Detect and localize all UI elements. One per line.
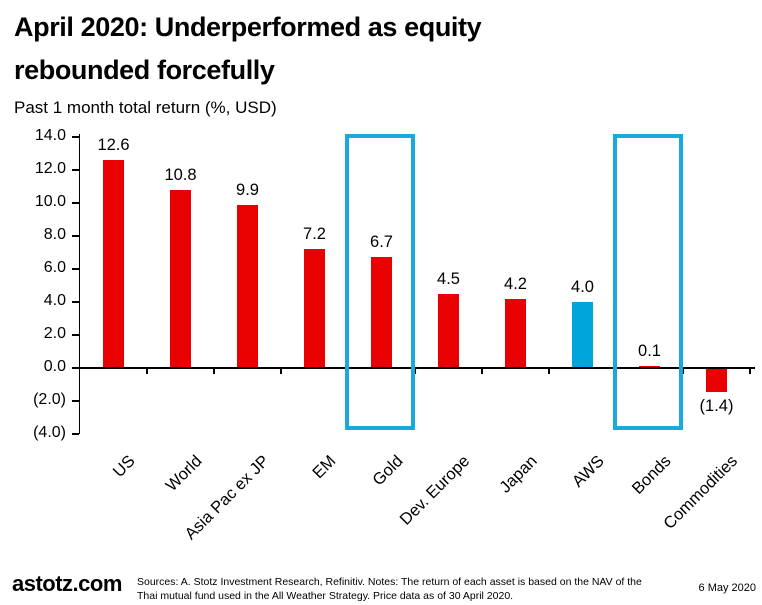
value-label-bonds: 0.1: [638, 342, 661, 361]
y-axis-tick-label: 10.0: [34, 193, 66, 210]
x-axis-tick: [481, 368, 483, 374]
value-label-gold: 6.7: [370, 233, 393, 252]
x-axis-line: [80, 367, 755, 369]
value-label-em: 7.2: [303, 225, 326, 244]
highlight-box-gold: [344, 134, 415, 430]
y-axis-tick-label: (4.0): [33, 424, 66, 441]
page-title: April 2020: Underperformed as equity reb…: [14, 6, 714, 92]
bar-bonds: [639, 366, 660, 368]
y-axis-tick-label: 6.0: [43, 259, 66, 276]
bar-gold: [371, 257, 392, 368]
y-axis-tick-label: 2.0: [43, 325, 66, 342]
y-axis-tick: [72, 202, 79, 204]
x-label-bonds: Bonds: [628, 452, 675, 498]
highlight-box-bonds: [612, 134, 683, 430]
x-label-us: US: [109, 452, 139, 481]
y-axis-tick-label: (2.0): [33, 391, 66, 408]
axis-units-label: Past 1 month total return (%, USD): [14, 98, 277, 117]
x-axis-tick: [280, 368, 282, 374]
x-label-world: World: [162, 452, 206, 495]
y-axis-tick: [72, 334, 79, 336]
y-axis-tick: [72, 136, 79, 138]
y-axis-tick-label: 12.0: [34, 160, 66, 177]
y-axis-tick: [72, 235, 79, 237]
bar-em: [304, 249, 325, 368]
y-axis-tick-label: 4.0: [43, 292, 66, 309]
value-label-japan: 4.2: [504, 274, 527, 293]
x-axis-tick: [146, 368, 148, 374]
value-label-dev-europe: 4.5: [437, 269, 460, 288]
x-axis-tick: [548, 368, 550, 374]
slide-date: 6 May 2020: [698, 582, 756, 594]
y-axis-tick: [72, 400, 79, 402]
bar-aws: [572, 302, 593, 368]
y-axis-tick-label: 14.0: [34, 127, 66, 144]
y-axis-tick: [72, 433, 79, 435]
y-axis-line: [78, 134, 80, 434]
page-title-line1: April 2020: Underperformed as equity: [14, 12, 482, 42]
x-axis-tick: [749, 368, 751, 374]
bar-dev-europe: [438, 293, 459, 368]
y-axis-tick: [72, 268, 79, 270]
x-label-dev-europe: Dev. Europe: [396, 452, 474, 529]
y-axis-tick: [72, 301, 79, 303]
y-axis-tick-label: 8.0: [43, 226, 66, 243]
bar-world: [170, 189, 191, 368]
value-label-aws: 4.0: [571, 278, 594, 296]
value-label-commodities: (1.4): [699, 397, 734, 416]
y-axis-tick-label: 0.0: [43, 358, 66, 375]
y-axis-tick: [72, 169, 79, 171]
y-axis-tick: [72, 367, 79, 369]
page-title-line2: rebounded forcefully: [14, 55, 275, 85]
bar-commodities: [706, 368, 727, 392]
sources-note: Sources: A. Stotz Investment Research, R…: [137, 576, 642, 602]
x-axis-tick: [682, 368, 684, 374]
x-axis-tick: [414, 368, 416, 374]
x-label-gold: Gold: [368, 452, 407, 490]
x-label-aws: AWS: [568, 452, 608, 491]
value-label-world: 10.8: [164, 165, 197, 184]
value-label-asia-pac-ex-jp: 9.9: [236, 180, 259, 199]
bar-asia-pac-ex-jp: [237, 204, 258, 368]
value-label-us: 12.6: [97, 136, 130, 155]
x-label-japan: Japan: [495, 452, 541, 497]
bar-japan: [505, 298, 526, 368]
astotz-logo: astotz.com: [12, 571, 122, 596]
bar-us: [103, 160, 124, 368]
x-label-em: EM: [308, 452, 340, 483]
x-axis-tick: [213, 368, 215, 374]
